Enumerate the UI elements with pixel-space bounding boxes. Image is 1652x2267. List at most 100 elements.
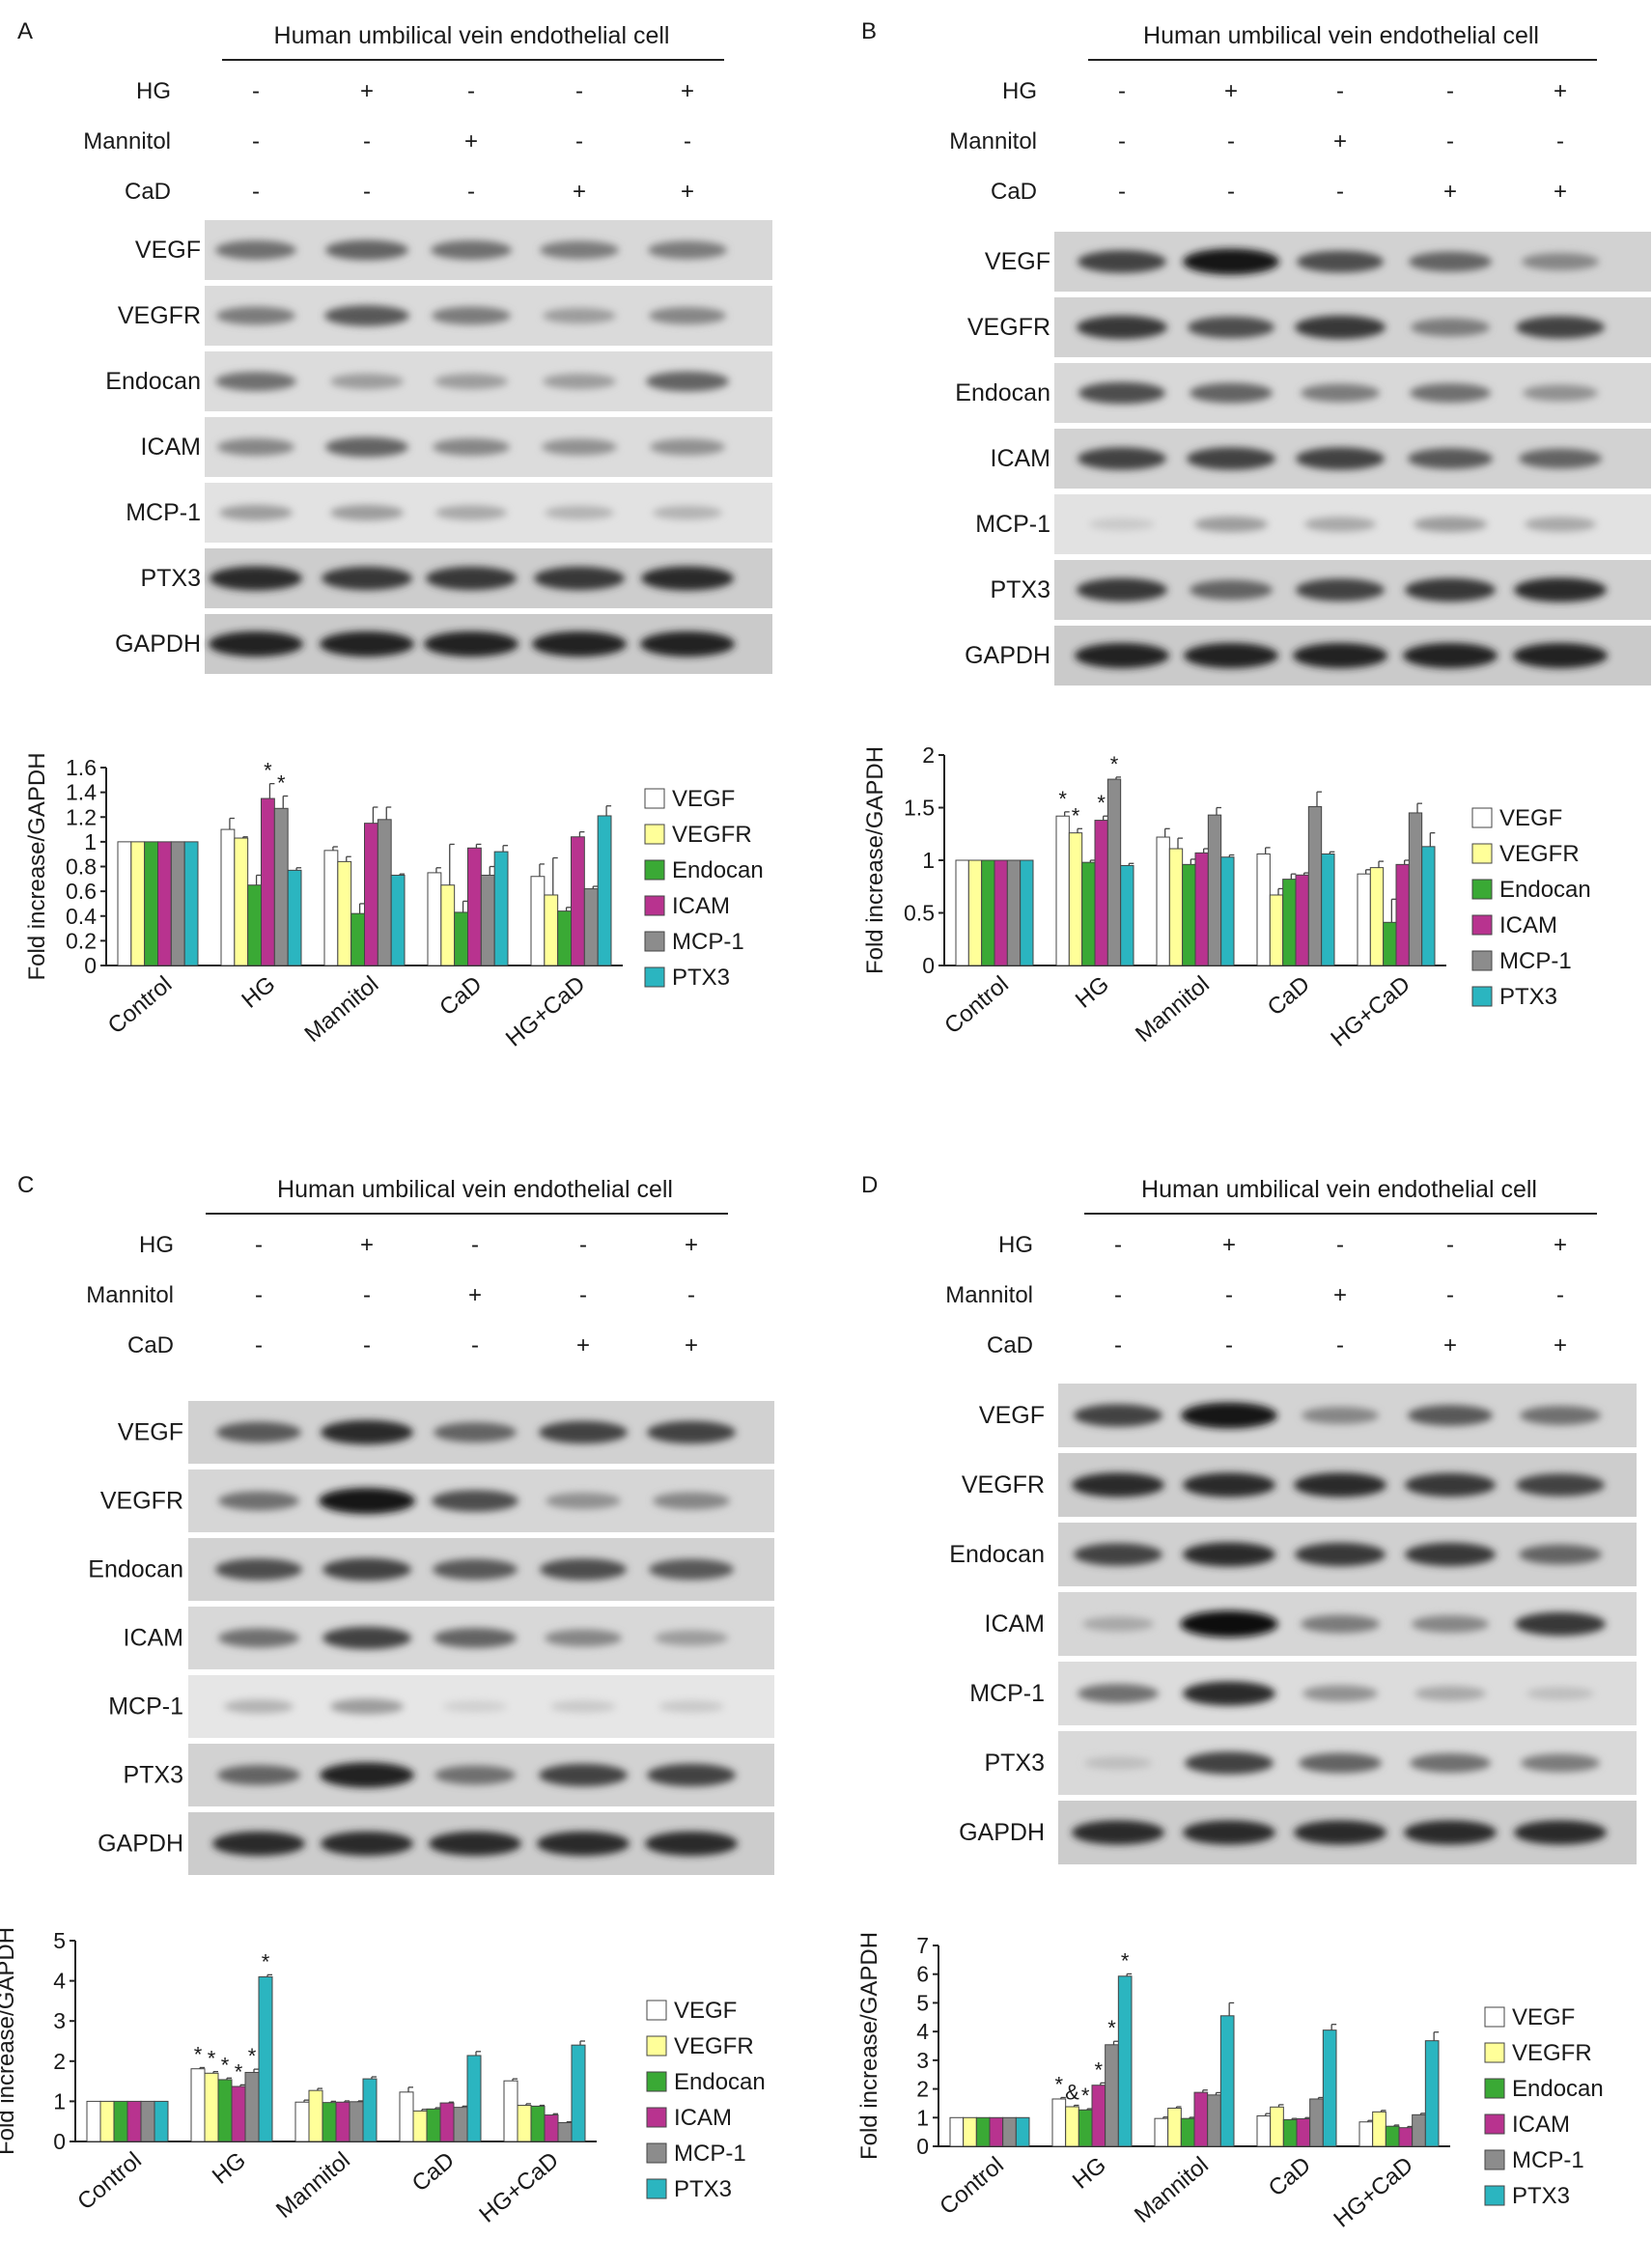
treatment-sign: - bbox=[363, 128, 371, 154]
y-tick-label: 0.6 bbox=[66, 879, 97, 904]
y-tick-label: 0 bbox=[53, 2129, 66, 2154]
blot-label-icam: ICAM bbox=[991, 445, 1051, 472]
bar-icam bbox=[1295, 874, 1309, 966]
significance-marker: * bbox=[264, 759, 272, 783]
bar-icam bbox=[1094, 820, 1108, 966]
blot-band bbox=[1514, 1820, 1607, 1845]
blot-band bbox=[1515, 1611, 1606, 1637]
treatment-sign: - bbox=[1227, 179, 1235, 205]
legend-swatch bbox=[1484, 2149, 1505, 2170]
bar-chart: 00.20.40.60.811.21.41.6 Fold increase/GAP… bbox=[24, 752, 623, 1052]
chart-legend: VEGF VEGFR Endocan ICAM MCP-1 PTX3 bbox=[644, 786, 764, 991]
blot-band bbox=[542, 438, 617, 456]
bar-mcp-1 bbox=[1408, 812, 1423, 966]
treatment-sign: - bbox=[255, 1232, 263, 1258]
treatment-sign: - bbox=[1336, 78, 1344, 104]
bar-vegf bbox=[427, 872, 442, 966]
treatment-label-mannitol: Mannitol bbox=[949, 128, 1037, 154]
bar-ptx3 bbox=[571, 2044, 586, 2142]
blot-band bbox=[1408, 448, 1493, 469]
blot-band bbox=[442, 1700, 508, 1713]
bar-vegfr bbox=[337, 860, 352, 966]
y-tick-label: 0 bbox=[916, 2134, 929, 2159]
bar-mcp-1 bbox=[480, 874, 495, 966]
blot-label-endocan: Endocan bbox=[955, 379, 1050, 406]
blot-band bbox=[434, 1422, 517, 1442]
bar-endocan bbox=[322, 2102, 337, 2142]
treatment-label-cad: CaD bbox=[127, 1332, 174, 1358]
blot-band bbox=[1078, 447, 1166, 470]
bar-mcp-1 bbox=[377, 819, 392, 966]
treatment-label-cad: CaD bbox=[991, 179, 1037, 205]
blot-header: Human umbilical vein endothelial cell bbox=[274, 22, 670, 49]
blot-band bbox=[1302, 1406, 1379, 1425]
bar-vegfr bbox=[517, 2105, 532, 2142]
blot-band bbox=[210, 566, 302, 591]
bar-mcp-1 bbox=[1105, 2044, 1119, 2147]
bar-ptx3 bbox=[1020, 859, 1034, 966]
panel-letter: C bbox=[17, 1172, 34, 1198]
bar-vegf bbox=[1154, 2117, 1169, 2147]
y-tick-label: 1.4 bbox=[66, 780, 97, 805]
bar-ptx3 bbox=[1015, 2116, 1030, 2147]
bar-vegf bbox=[1156, 836, 1170, 966]
blot-band bbox=[321, 1831, 413, 1857]
chart-legend: VEGF VEGFR Endocan ICAM MCP-1 PTX3 bbox=[1471, 805, 1591, 1010]
blot-label-ptx3: PTX3 bbox=[123, 1762, 183, 1789]
bar-vegfr bbox=[544, 894, 559, 966]
legend-swatch bbox=[1484, 2042, 1505, 2063]
significance-marker: * bbox=[235, 2059, 243, 2084]
blot-band bbox=[648, 240, 727, 260]
bar-vegfr bbox=[234, 837, 249, 966]
panel-letter: D bbox=[861, 1172, 878, 1198]
legend-label: VEGF bbox=[1499, 805, 1562, 831]
blot-label-icam: ICAM bbox=[985, 1610, 1046, 1637]
bar-icam bbox=[1395, 863, 1410, 966]
treatment-sign: - bbox=[471, 1232, 479, 1258]
bar-ptx3 bbox=[390, 874, 406, 966]
bar-vegf bbox=[323, 850, 339, 966]
blot-band bbox=[1412, 1614, 1489, 1634]
blot-band bbox=[1072, 1820, 1164, 1845]
legend-swatch bbox=[646, 2107, 667, 2128]
bar-vegf bbox=[1055, 815, 1070, 966]
significance-marker: * bbox=[262, 1949, 270, 1973]
blot-band bbox=[1301, 1614, 1380, 1634]
blot-band bbox=[1089, 518, 1155, 531]
bar-icam bbox=[126, 2100, 142, 2142]
x-tick-label: HG bbox=[208, 2147, 251, 2190]
blot-band bbox=[431, 240, 512, 260]
blot-band bbox=[1082, 1616, 1154, 1632]
blot-label-vegfr: VEGFR bbox=[118, 302, 201, 329]
legend-label: Endocan bbox=[674, 2069, 766, 2095]
bar-vegfr bbox=[1372, 2111, 1386, 2147]
blot-band bbox=[1409, 251, 1492, 272]
legend-swatch bbox=[644, 859, 665, 881]
blot-band bbox=[534, 566, 625, 591]
blot-label-vegf: VEGF bbox=[979, 1402, 1045, 1429]
bar-chart: 0 0.5 1 1.5 2 Fold increase/GAPDH Control HG Man… bbox=[862, 742, 1446, 1052]
bar-vegf bbox=[949, 2116, 965, 2147]
treatment-label-hg: HG bbox=[1002, 78, 1037, 104]
legend-label: ICAM bbox=[1512, 2112, 1570, 2138]
bar-vegf bbox=[530, 876, 546, 966]
x-tick-label: Mannitol bbox=[1130, 2152, 1214, 2228]
treatment-sign: - bbox=[1225, 1282, 1233, 1308]
y-tick-label: 1.2 bbox=[66, 804, 97, 829]
bar-ptx3 bbox=[1321, 853, 1335, 966]
bar-ptx3 bbox=[1424, 2040, 1440, 2147]
bar-endocan bbox=[1282, 879, 1297, 966]
y-tick-label: 1 bbox=[916, 2105, 929, 2130]
blot-band bbox=[435, 505, 507, 520]
blot-band bbox=[1078, 250, 1166, 273]
blot-band bbox=[1185, 1751, 1274, 1775]
panel-letter: B bbox=[861, 18, 877, 44]
bar-endocan bbox=[217, 2079, 233, 2142]
blot-label-gapdh: GAPDH bbox=[965, 642, 1050, 669]
blot-band bbox=[1516, 316, 1605, 339]
bar-ptx3 bbox=[1117, 1975, 1133, 2147]
treatment-sign: + bbox=[1554, 1332, 1567, 1358]
blot-band bbox=[543, 307, 616, 324]
treatment-sign: - bbox=[255, 1332, 263, 1358]
blot-band bbox=[540, 240, 619, 260]
